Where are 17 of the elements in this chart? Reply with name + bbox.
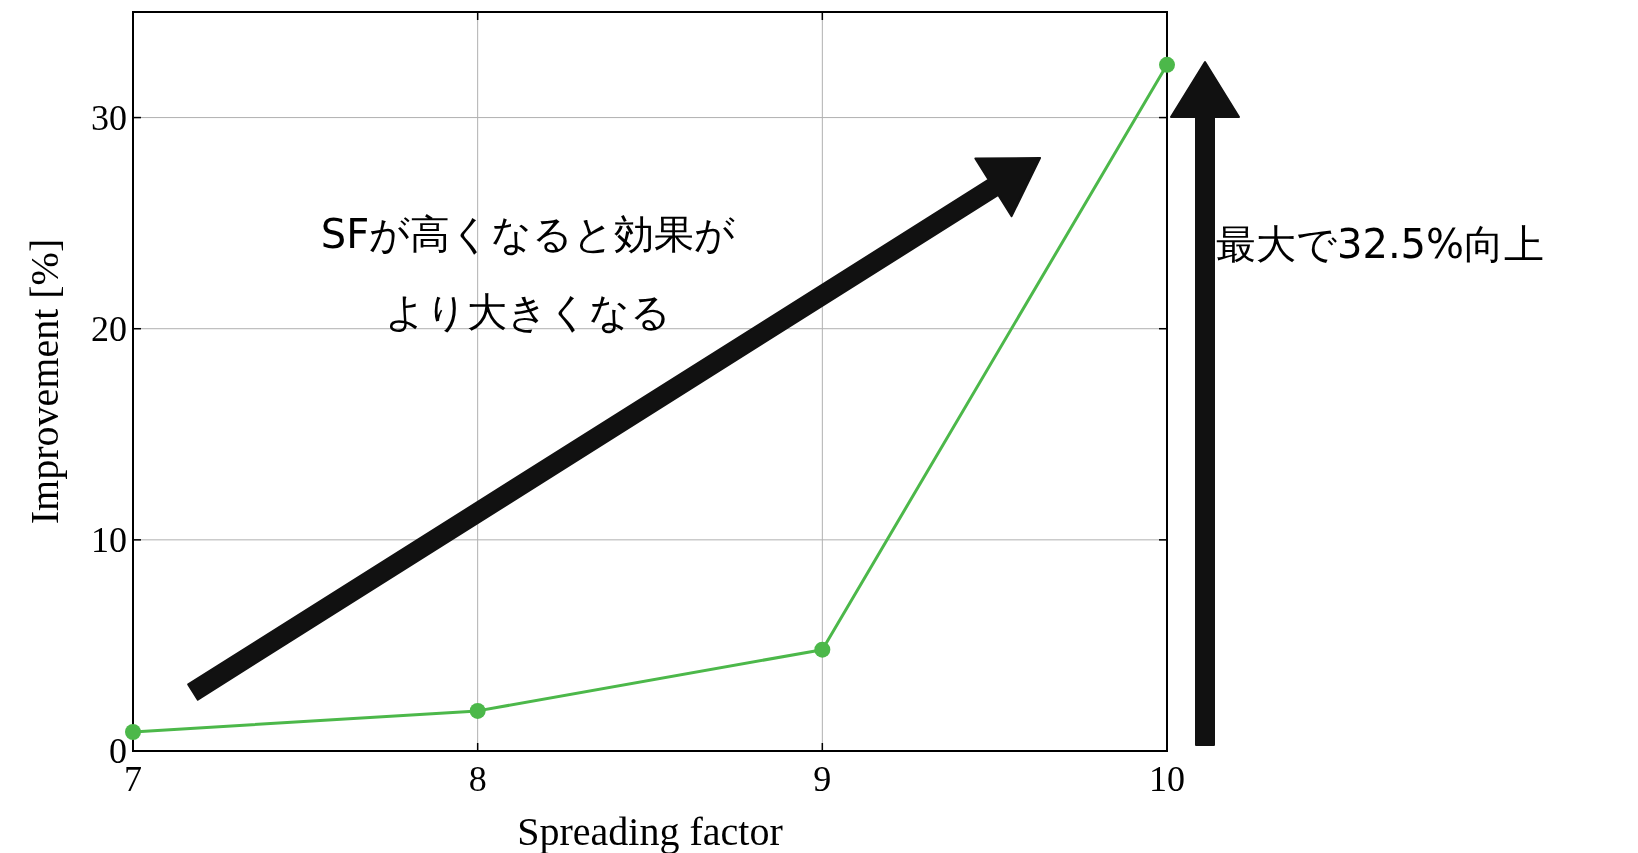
y-axis-title: Improvement [%] [22, 238, 67, 525]
point [469, 702, 486, 719]
y-tick-label: 20 [91, 308, 127, 349]
x-tick-label: 7 [124, 759, 142, 799]
x-axis-title: Spreading factor [517, 809, 783, 853]
annotation: SFが高くなると効果が [320, 211, 736, 257]
point [814, 641, 831, 658]
text: 最大で32.5%向上 [1216, 221, 1545, 267]
point [125, 724, 141, 740]
annotation: より大きくなる [385, 289, 671, 335]
x-tick-label: 8 [468, 759, 487, 799]
x-tick-label: 9 [813, 759, 832, 799]
y-tick-label: 10 [91, 519, 127, 560]
point [1159, 56, 1175, 73]
y-tick-label: 30 [91, 97, 127, 138]
y-tick-label: 0 [109, 731, 127, 771]
x-tick-label: 10 [1149, 759, 1185, 799]
